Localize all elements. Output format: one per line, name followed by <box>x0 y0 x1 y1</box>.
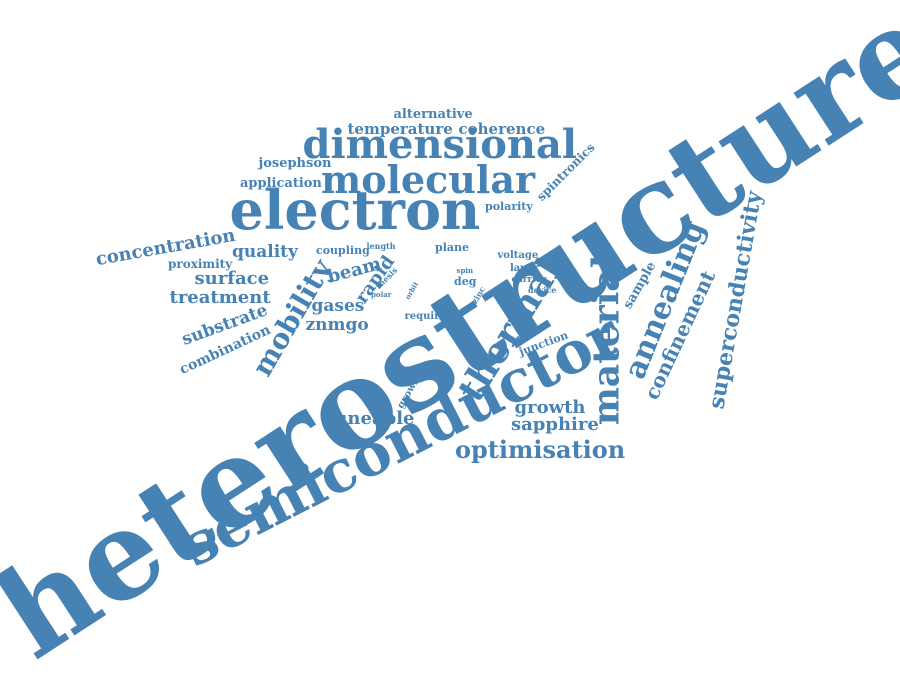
word-polarity: polarity <box>485 199 533 213</box>
word-deg: deg <box>454 274 477 288</box>
word-electron: electron <box>229 178 481 242</box>
word-coherence: coherence <box>458 119 546 138</box>
word-gases: gases <box>311 295 365 316</box>
word-tuneable: tuneable <box>326 408 415 429</box>
word-plane: plane <box>435 240 469 254</box>
word-josephson: josephson <box>258 155 332 171</box>
word-molecular: molecular <box>321 157 536 202</box>
word-quality: quality <box>232 241 298 262</box>
word-dimensional: dimensional <box>302 121 578 168</box>
word-spin: spin <box>456 265 474 275</box>
word-proximity: proximity <box>168 257 233 271</box>
word-coupling: coupling <box>316 243 370 257</box>
word-surface: surface <box>194 268 270 289</box>
word-length: length <box>366 241 396 251</box>
word-voltage: voltage <box>497 250 539 261</box>
word-treatment: treatment <box>169 287 271 308</box>
word-carrier: carrier <box>511 274 547 285</box>
word-znmgo: znmgo <box>305 314 369 335</box>
word-polar: polar <box>371 289 392 299</box>
word-application: application <box>240 175 322 191</box>
word-sapphire: sapphire <box>511 414 599 435</box>
word-alternative: alternative <box>393 106 473 122</box>
word-growth: growth <box>514 397 586 418</box>
word-device: device <box>528 285 557 295</box>
word-temperature: temperature <box>347 119 453 138</box>
word-require: require <box>404 311 446 322</box>
word-layer: layer <box>510 263 538 274</box>
word-material: material <box>584 254 627 426</box>
word-optimisation: optimisation <box>455 435 626 464</box>
